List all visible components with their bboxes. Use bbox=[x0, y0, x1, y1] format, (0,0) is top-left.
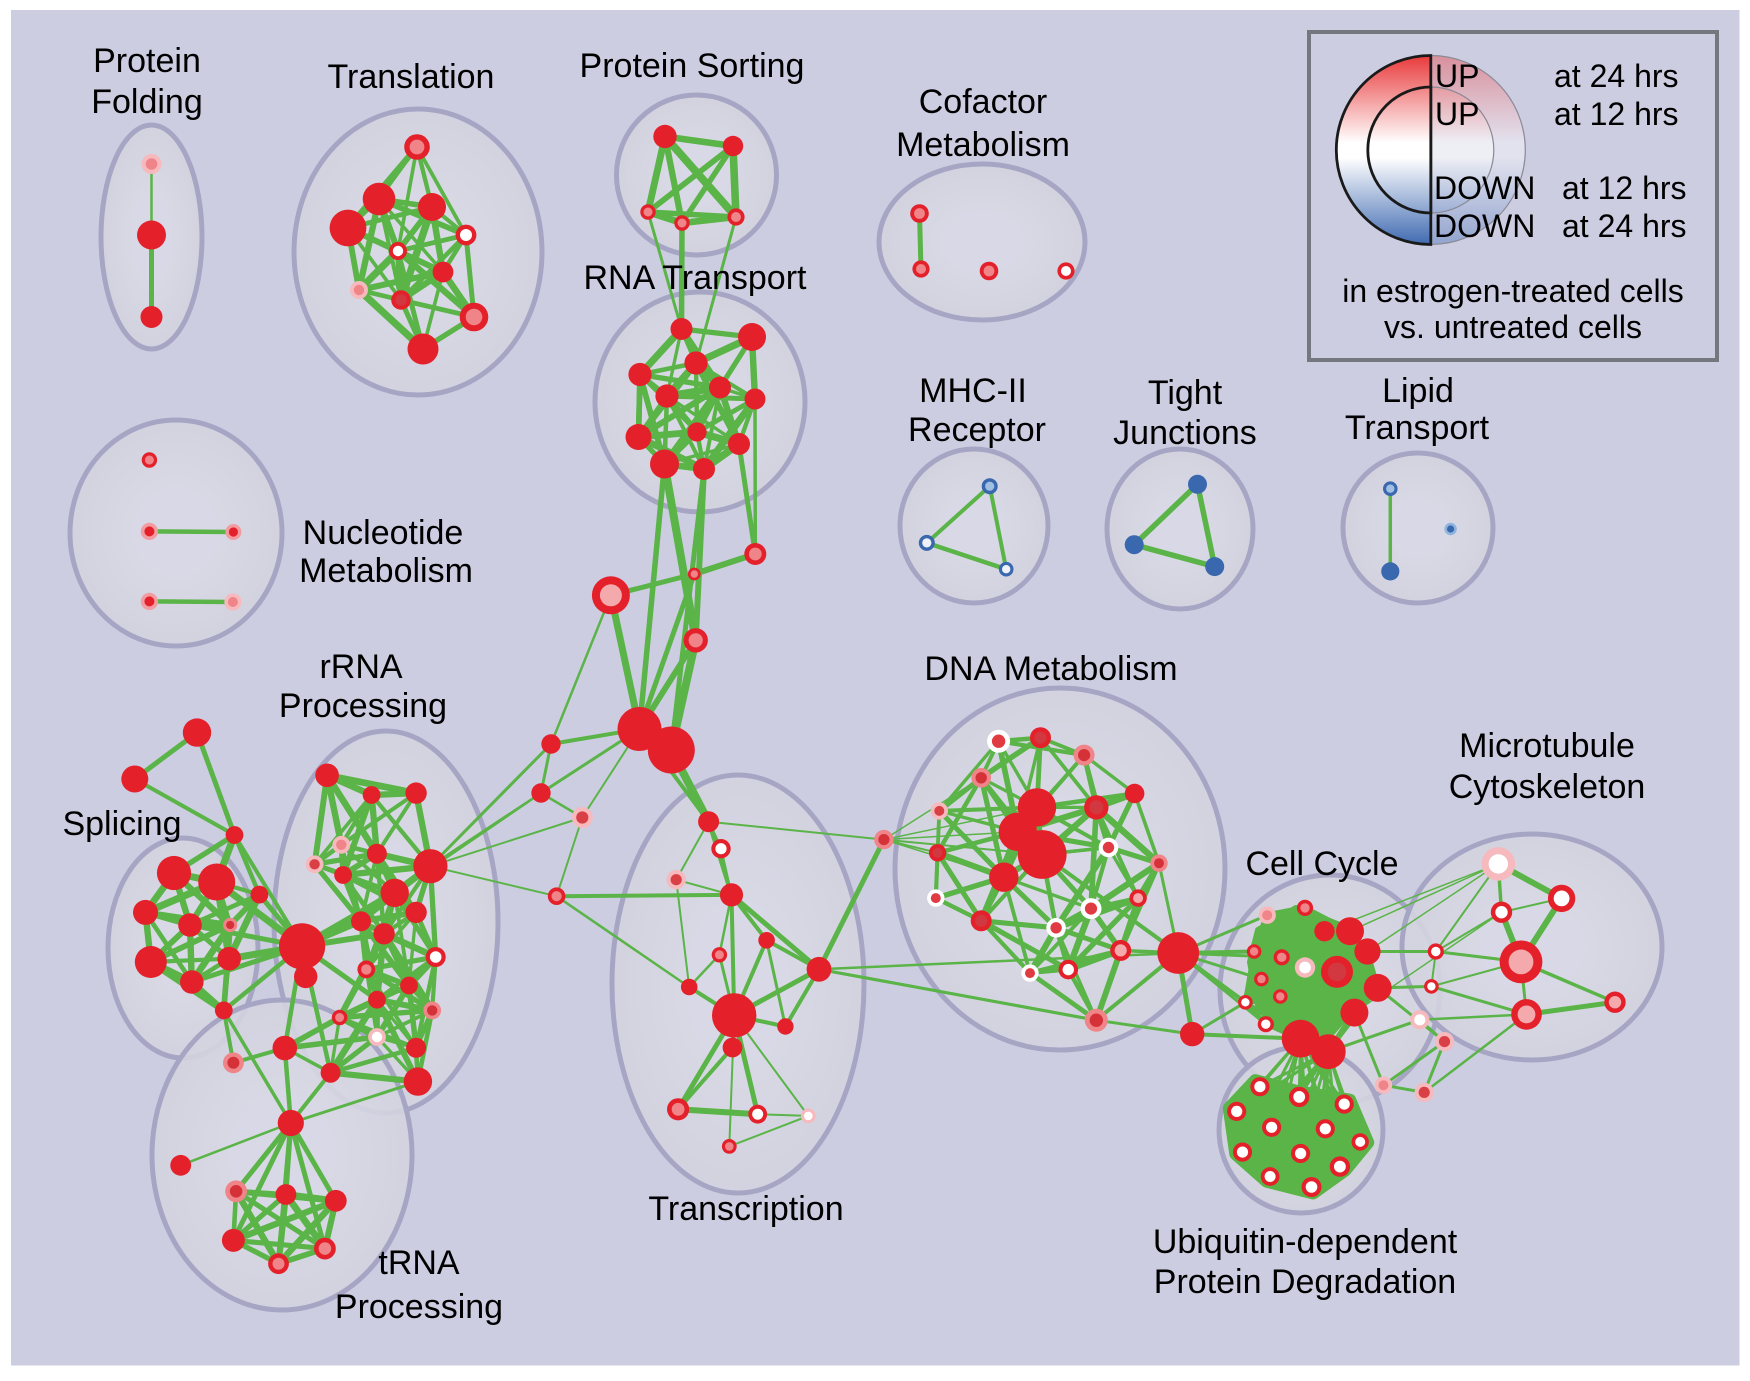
svg-text:Lipid: Lipid bbox=[1382, 372, 1454, 410]
svg-text:Protein Degradation: Protein Degradation bbox=[1154, 1263, 1456, 1301]
svg-text:rRNA: rRNA bbox=[319, 648, 402, 686]
svg-text:RNA Transport: RNA Transport bbox=[584, 259, 808, 297]
svg-text:tRNA: tRNA bbox=[378, 1244, 460, 1282]
svg-text:Receptor: Receptor bbox=[908, 411, 1046, 449]
svg-text:at 12 hrs: at 12 hrs bbox=[1554, 96, 1679, 132]
svg-text:Splicing: Splicing bbox=[62, 805, 181, 843]
svg-text:at 24 hrs: at 24 hrs bbox=[1562, 208, 1687, 244]
svg-text:Transport: Transport bbox=[1345, 409, 1490, 447]
svg-text:Microtubule: Microtubule bbox=[1459, 727, 1635, 765]
svg-text:at 12 hrs: at 12 hrs bbox=[1562, 170, 1687, 206]
svg-text:Metabolism: Metabolism bbox=[896, 126, 1070, 164]
svg-text:Processing: Processing bbox=[335, 1288, 503, 1326]
svg-text:Tight: Tight bbox=[1148, 374, 1223, 412]
svg-text:Processing: Processing bbox=[279, 687, 447, 725]
svg-text:Cytoskeleton: Cytoskeleton bbox=[1449, 768, 1646, 806]
svg-text:DOWN: DOWN bbox=[1434, 170, 1535, 206]
svg-text:UP: UP bbox=[1435, 58, 1479, 94]
svg-text:Cell Cycle: Cell Cycle bbox=[1245, 845, 1398, 883]
svg-text:Cofactor: Cofactor bbox=[919, 83, 1048, 121]
svg-text:Protein: Protein bbox=[93, 42, 201, 80]
svg-text:Ubiquitin-dependent: Ubiquitin-dependent bbox=[1153, 1223, 1458, 1261]
svg-text:Metabolism: Metabolism bbox=[299, 552, 473, 590]
svg-text:Translation: Translation bbox=[328, 58, 495, 96]
svg-text:vs. untreated cells: vs. untreated cells bbox=[1384, 309, 1642, 345]
svg-text:Protein Sorting: Protein Sorting bbox=[580, 47, 805, 85]
svg-text:DOWN: DOWN bbox=[1434, 208, 1535, 244]
svg-text:DNA Metabolism: DNA Metabolism bbox=[924, 650, 1177, 688]
svg-text:Junctions: Junctions bbox=[1113, 414, 1257, 452]
svg-text:UP: UP bbox=[1435, 96, 1479, 132]
svg-text:in estrogen-treated cells: in estrogen-treated cells bbox=[1342, 273, 1684, 309]
svg-text:Transcription: Transcription bbox=[648, 1190, 843, 1228]
svg-text:Folding: Folding bbox=[91, 83, 203, 121]
svg-text:at 24 hrs: at 24 hrs bbox=[1554, 58, 1679, 94]
svg-text:Nucleotide: Nucleotide bbox=[303, 514, 464, 552]
svg-text:MHC-II: MHC-II bbox=[919, 372, 1027, 410]
